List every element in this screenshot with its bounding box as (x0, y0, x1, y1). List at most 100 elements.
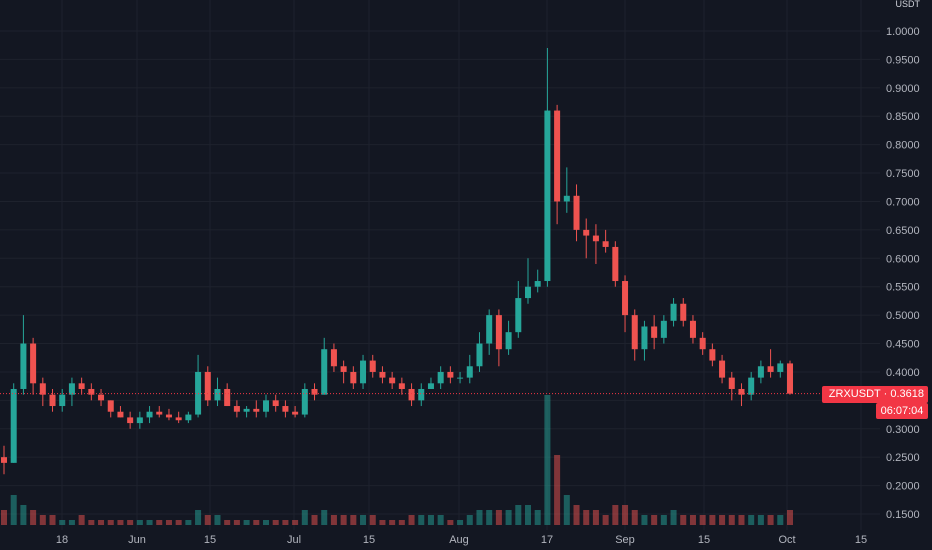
volume-bar (505, 510, 512, 525)
candle-body (20, 343, 27, 389)
candle-body (709, 349, 716, 361)
candle-body (602, 241, 609, 247)
volume-bar (272, 520, 279, 525)
candle-body (408, 388, 415, 401)
candle-body (592, 235, 599, 242)
volume-bar (602, 515, 609, 525)
candle-body (165, 414, 172, 418)
candle-body (59, 394, 66, 407)
candle-body (369, 360, 376, 372)
volume-bar (457, 520, 464, 525)
price-axis[interactable]: 1.0000 0.9500 0.9000 0.8500 0.8000 0.7500 0.70… (886, 26, 920, 521)
volume-bar (651, 515, 658, 525)
volume-bar (117, 520, 124, 525)
volume-bar (573, 505, 580, 525)
y-tick-label: 0.7000 (886, 196, 920, 208)
y-tick-label: 0.6000 (886, 253, 920, 265)
volume-bar (709, 515, 716, 525)
y-tick-label: 0.2000 (886, 481, 920, 493)
candle-body (427, 383, 434, 389)
volume-bar (20, 505, 27, 525)
volume-bar (680, 515, 687, 525)
volume-bar (738, 515, 745, 525)
candle-body (505, 332, 512, 350)
volume-bar (486, 510, 493, 525)
volume-bar (340, 515, 347, 525)
candle-body (437, 371, 444, 384)
volume-bar (195, 510, 202, 525)
candle-body (330, 349, 337, 367)
volume-bar (156, 520, 163, 525)
candle-body (418, 388, 425, 401)
candle-body (233, 406, 240, 412)
volume-bar (389, 520, 396, 525)
candle-body (175, 417, 182, 421)
candle-body (214, 388, 221, 401)
volume-bar (0, 510, 8, 525)
candle-body (340, 366, 347, 372)
volume-bar (330, 515, 337, 525)
currency-unit-label: USDT (884, 0, 921, 18)
volume-bar (524, 505, 532, 525)
volume-bar (78, 515, 85, 525)
candle-body (68, 383, 75, 395)
currency-unit-text: USDT (895, 0, 921, 9)
candle-body (457, 377, 464, 379)
candle-body (651, 326, 658, 338)
candle-body (311, 388, 318, 395)
y-tick-label: 0.1500 (886, 509, 920, 521)
candle-body (660, 320, 667, 338)
time-axis[interactable]: 18 Jun 15 Jul 15 Aug 17 Sep 15 Oct 15 (56, 534, 867, 546)
y-tick-label: 0.9500 (886, 54, 920, 66)
volume-bar (204, 515, 211, 525)
volume-bar (136, 520, 143, 525)
volume-bar (437, 515, 444, 525)
candle-body (98, 394, 105, 401)
x-tick-label: 18 (56, 534, 68, 546)
candle-body (476, 343, 483, 367)
volume-bar (418, 515, 425, 525)
last-price-badge: ZRXUSDT · 0.3618 (822, 386, 928, 403)
volume-bar (563, 495, 570, 525)
candle-body (30, 343, 37, 384)
candle-body (398, 383, 405, 389)
y-tick-label: 0.9000 (886, 83, 920, 95)
candle-body (583, 229, 590, 236)
candle-body (360, 360, 367, 384)
y-tick-label: 0.8000 (886, 140, 920, 152)
candle-body (524, 286, 532, 299)
candle-body (0, 457, 8, 463)
volume-bar (301, 510, 308, 525)
candle-body (292, 411, 299, 415)
volume-bar (427, 515, 434, 525)
candle-body (563, 195, 570, 202)
volume-bar (641, 515, 648, 525)
candle-body (777, 363, 784, 372)
candle-body (748, 377, 755, 395)
volume-bar (59, 520, 66, 525)
candle-body (204, 371, 211, 401)
candle-body (612, 246, 619, 282)
volume-bar (379, 520, 386, 525)
x-tick-label: Sep (615, 534, 635, 546)
candle-body (728, 377, 735, 389)
volume-bar (670, 510, 677, 525)
candle-body (321, 349, 328, 395)
volume-bar (369, 515, 376, 525)
candle-body (699, 337, 706, 350)
y-tick-label: 1.0000 (886, 26, 920, 38)
x-tick-label: Jun (128, 534, 146, 546)
candle-body (127, 417, 134, 424)
y-tick-label: 0.3000 (886, 424, 920, 436)
candle-body (49, 394, 56, 407)
candle-body (39, 383, 46, 395)
volume-bar (748, 515, 755, 525)
volume-bar (49, 515, 56, 525)
volume-bar (476, 510, 483, 525)
y-tick-label: 0.6500 (886, 225, 920, 237)
volume-bar (398, 520, 405, 525)
volume-bar (554, 455, 561, 525)
x-tick-label: 15 (855, 534, 867, 546)
volume-bar (777, 515, 784, 525)
